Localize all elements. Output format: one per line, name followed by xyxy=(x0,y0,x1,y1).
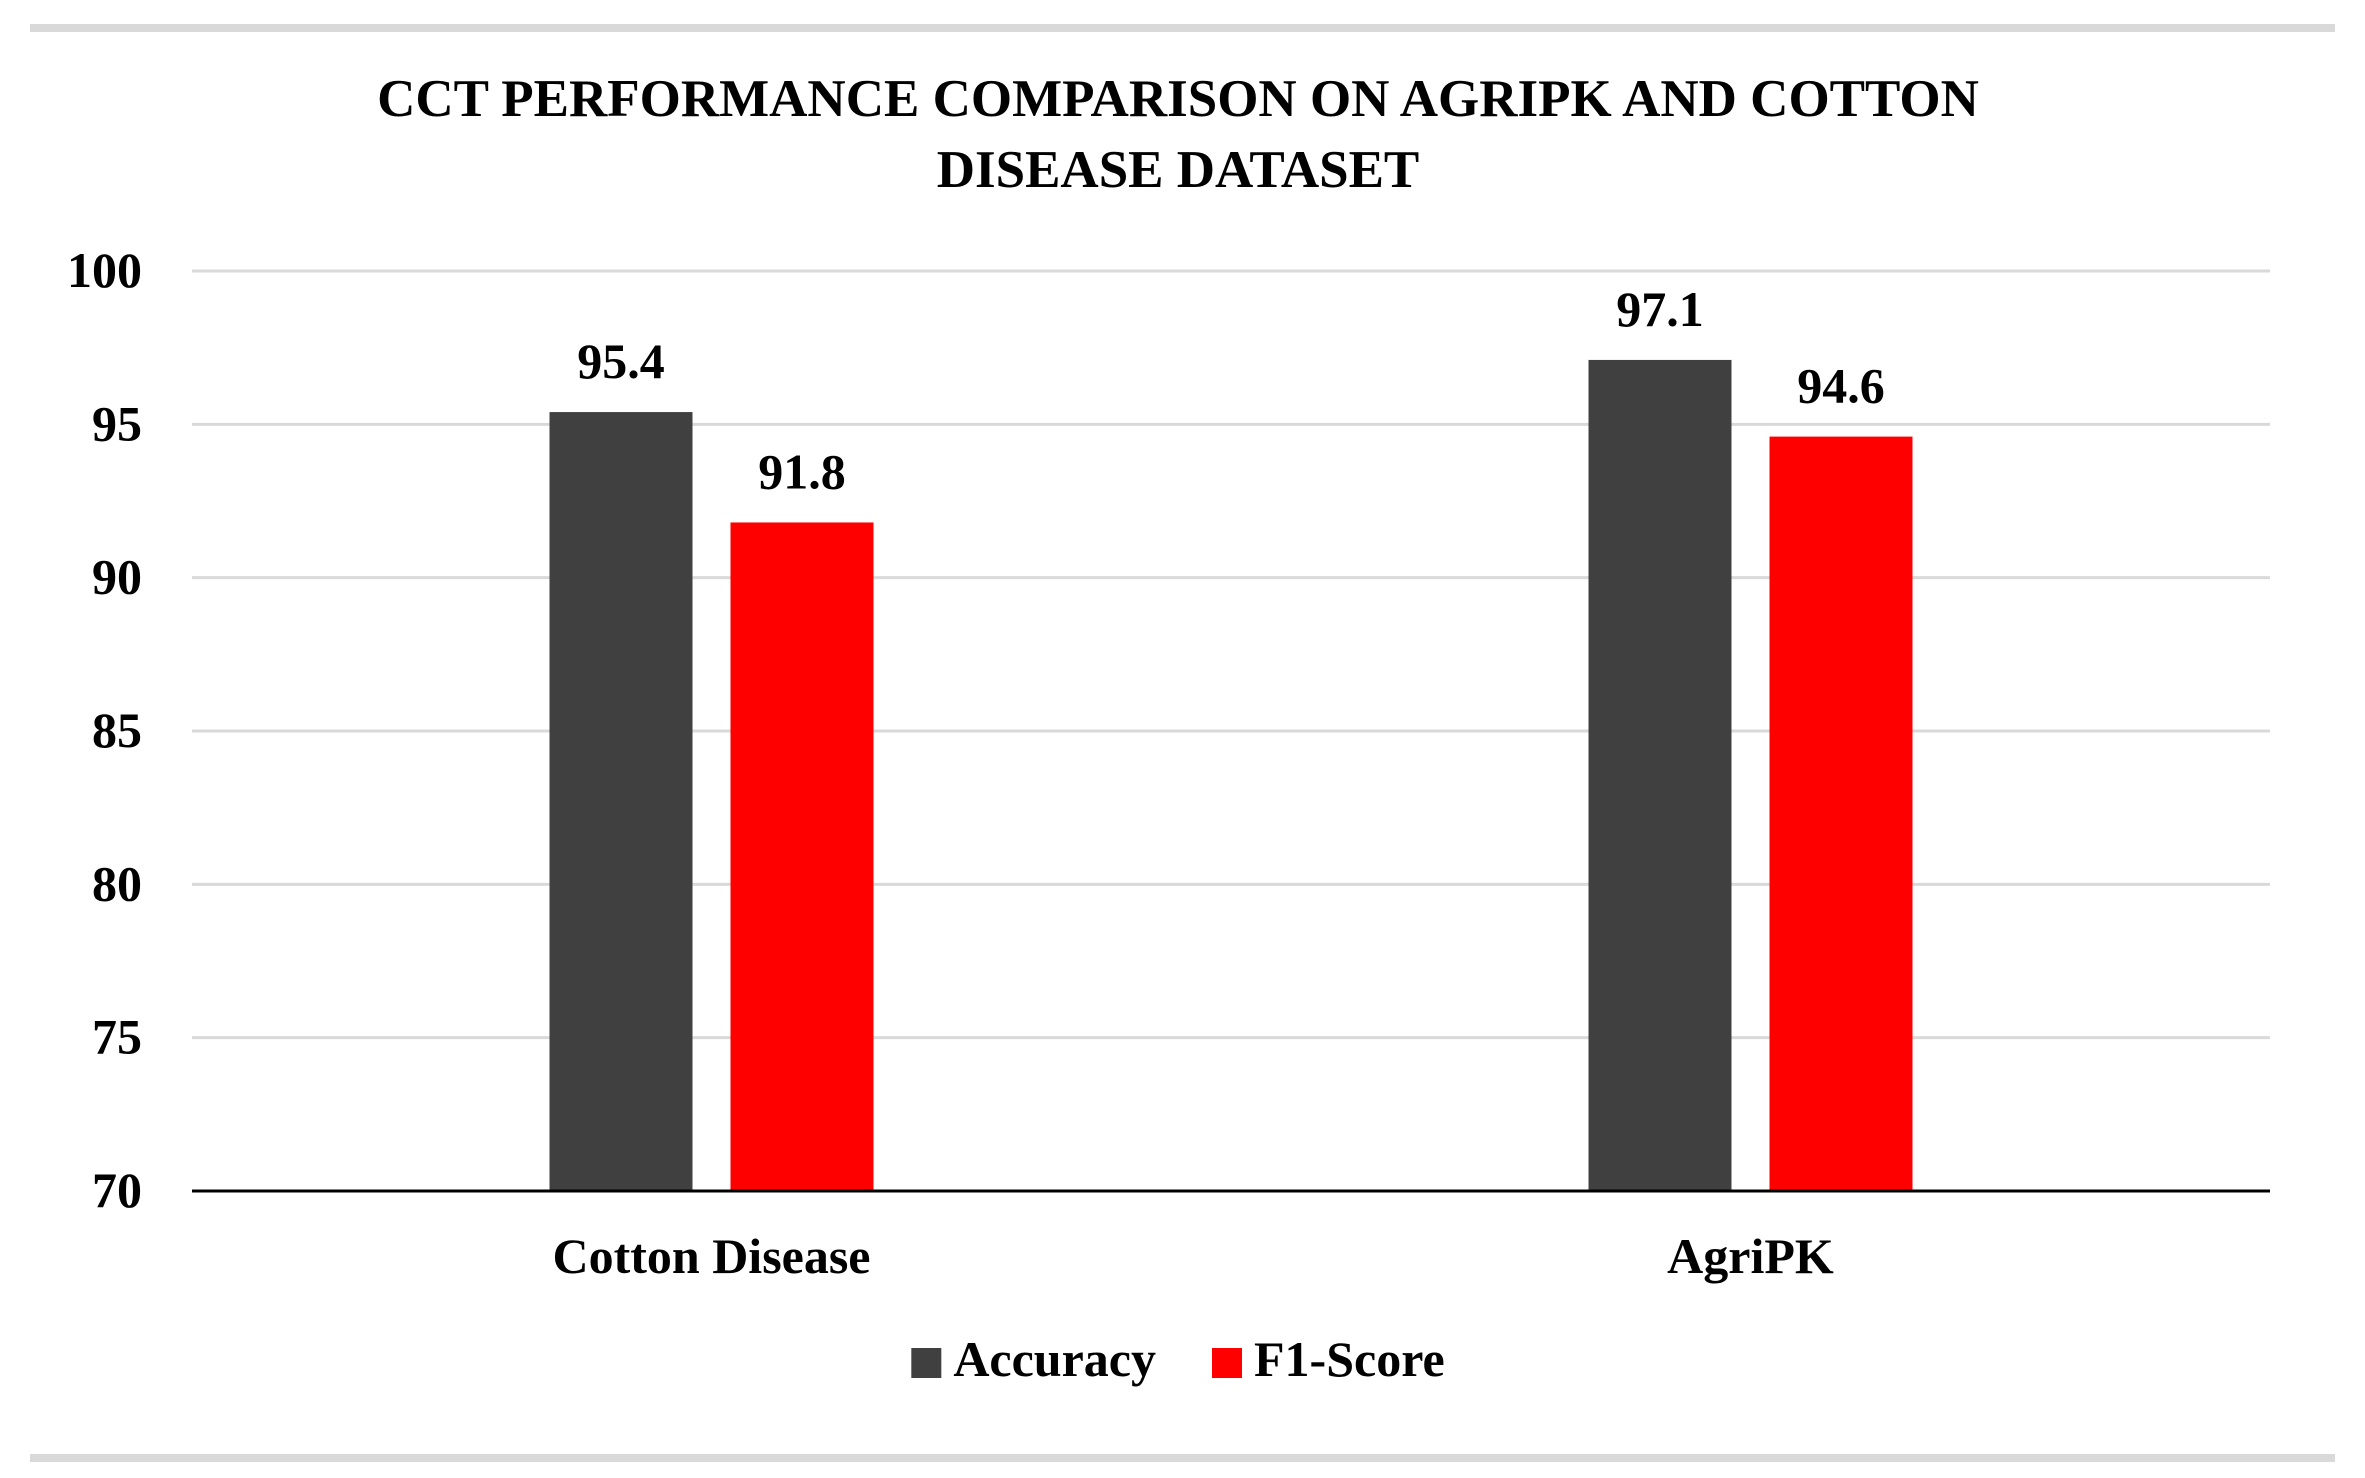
bar-accuracy-1 xyxy=(1588,359,1732,1191)
chart-title: CCT PERFORMANCE COMPARISON ON AGRIPK AND… xyxy=(377,70,1979,199)
y-tick-label: 95 xyxy=(92,395,142,451)
y-tick-label: 75 xyxy=(92,1009,142,1065)
y-axis-tick-labels: 70 75 80 85 90 95 100 xyxy=(67,242,142,1218)
bars xyxy=(549,359,1913,1192)
bar-f1-score-1 xyxy=(1769,436,1913,1192)
bar-value-labels: 95.4 91.8 97.1 94.6 xyxy=(577,281,1885,500)
bar-f1-score-0 xyxy=(730,522,874,1191)
gridlines xyxy=(192,269,2270,1040)
bar-value-label: 94.6 xyxy=(1797,358,1885,414)
x-category-label: Cotton Disease xyxy=(552,1228,870,1284)
x-category-label: AgriPK xyxy=(1667,1228,1834,1284)
legend-label: Accuracy xyxy=(953,1331,1156,1387)
chart-title-line-2: DISEASE DATASET xyxy=(937,141,1420,199)
legend-item-f1-score: F1-Score xyxy=(1212,1331,1445,1387)
legend-swatch xyxy=(1212,1348,1242,1378)
legend-label: F1-Score xyxy=(1254,1331,1445,1387)
bar-accuracy-0 xyxy=(549,412,693,1192)
legend: Accuracy F1-Score xyxy=(911,1331,1445,1387)
top-border-rule xyxy=(30,24,2335,32)
y-tick-label: 80 xyxy=(92,855,142,911)
y-tick-label: 100 xyxy=(67,242,142,298)
bottom-border-rule xyxy=(30,1454,2335,1462)
legend-item-accuracy: Accuracy xyxy=(911,1331,1156,1387)
y-tick-label: 70 xyxy=(92,1162,142,1218)
bar-value-label: 91.8 xyxy=(758,443,846,499)
legend-swatch xyxy=(911,1348,942,1378)
chart-title-line-1: CCT PERFORMANCE COMPARISON ON AGRIPK AND… xyxy=(377,70,1979,128)
y-tick-label: 90 xyxy=(92,549,142,605)
x-axis-category-labels: Cotton Disease AgriPK xyxy=(552,1228,1833,1284)
bar-value-label: 95.4 xyxy=(577,333,665,389)
bar-value-label: 97.1 xyxy=(1616,281,1704,337)
y-tick-label: 85 xyxy=(92,702,142,758)
